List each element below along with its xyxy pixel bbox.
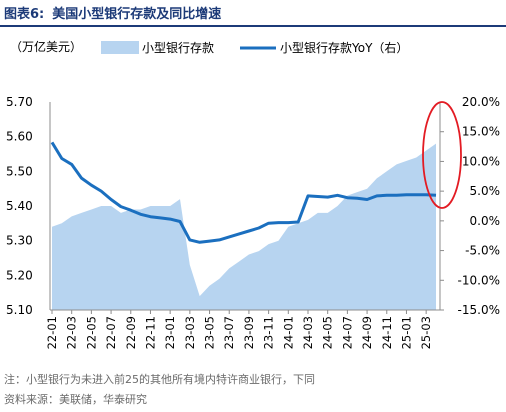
left-tick-label: 5.10 — [6, 303, 33, 317]
right-tick-label: 10.0% — [462, 154, 500, 168]
left-tick-label: 5.40 — [6, 199, 33, 213]
x-tick-label: 25-03 — [419, 316, 433, 349]
x-tick-label: 24-05 — [321, 316, 335, 349]
x-tick-label: 23-07 — [222, 316, 236, 349]
x-tick-label: 23-03 — [183, 316, 197, 349]
unit-label: （万亿美元） — [10, 39, 82, 54]
left-tick-label: 5.20 — [6, 268, 33, 282]
left-tick-label: 5.50 — [6, 164, 33, 178]
x-tick-label: 23-11 — [262, 316, 276, 349]
plot-area: 5.10 5.20 5.30 5.40 5.50 5.60 5.70 -15.0% -10.0%… — [6, 95, 500, 349]
right-tick-label: -15.0% — [458, 303, 500, 317]
note-text: 注：小型银行为未进入前25的其他所有境内特许商业银行，下同 — [4, 373, 315, 386]
x-tick-label: 24-07 — [340, 316, 354, 349]
x-tick-label: 23-09 — [242, 316, 256, 349]
x-tick-label: 22-11 — [143, 316, 157, 349]
source-text: 资料来源：美联储，华泰研究 — [4, 393, 147, 406]
x-tick-label: 24-01 — [281, 316, 295, 349]
title-rule — [0, 25, 506, 27]
left-tick-label: 5.70 — [6, 95, 33, 109]
legend-area-swatch — [101, 41, 139, 54]
right-tick-label: -10.0% — [458, 273, 500, 287]
x-tick-label: 22-09 — [124, 316, 138, 349]
legend-line-label: 小型银行存款YoY（右） — [280, 40, 408, 55]
x-tick-label: 24-03 — [301, 316, 315, 349]
x-tick-label: 25-01 — [399, 316, 413, 349]
notes: 注：小型银行为未进入前25的其他所有境内特许商业银行，下同 资料来源：美联储，华… — [4, 370, 315, 410]
figure-title: 图表6: 美国小型银行存款及同比增速 — [4, 3, 221, 22]
figure-title-text: 美国小型银行存款及同比增速 — [52, 7, 222, 22]
x-tick-label: 22-01 — [45, 316, 59, 349]
x-tick-label: 22-03 — [65, 316, 79, 349]
deposits-area — [52, 143, 436, 310]
highlight-ellipse — [422, 101, 462, 209]
x-tick-label: 24-09 — [360, 316, 374, 349]
figure-number: 图表6: — [4, 7, 45, 22]
right-tick-label: -5.0% — [465, 244, 500, 258]
x-tick-label: 22-07 — [104, 316, 118, 349]
x-tick-label: 23-01 — [163, 316, 177, 349]
right-tick-label: 5.0% — [470, 184, 501, 198]
right-tick-label: 0.0% — [470, 214, 501, 228]
yoy-line — [50, 141, 437, 244]
chart: （万亿美元） 小型银行存款 小型银行存款YoY（右） 5.105.205.305… — [6, 39, 500, 349]
legend-area-label: 小型银行存款 — [142, 41, 214, 55]
right-tick-label: 15.0% — [462, 125, 500, 139]
left-tick-label: 5.60 — [6, 130, 33, 144]
right-tick-label: 20.0% — [462, 95, 500, 109]
left-tick-label: 5.30 — [6, 234, 33, 248]
x-tick-label: 22-05 — [84, 316, 98, 349]
x-tick-label: 24-11 — [380, 316, 394, 349]
x-tick-label: 23-05 — [203, 316, 217, 349]
